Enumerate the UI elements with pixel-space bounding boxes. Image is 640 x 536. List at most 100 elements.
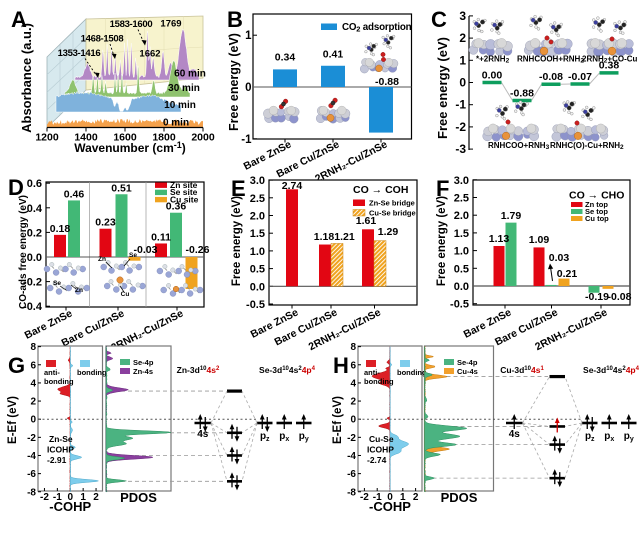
svg-text:Cu-Se: Cu-Se	[369, 434, 394, 444]
svg-text:CO2 adsorption: CO2 adsorption	[342, 22, 412, 34]
svg-text:-0.26: -0.26	[186, 244, 210, 256]
svg-text:Se: Se	[129, 252, 137, 259]
svg-text:E-Ef (eV): E-Ef (eV)	[7, 396, 19, 444]
svg-text:bonding: bonding	[397, 368, 427, 377]
svg-text:0.0: 0.0	[454, 281, 469, 293]
svg-text:-4: -4	[347, 451, 356, 462]
svg-text:6: 6	[350, 360, 356, 371]
svg-text:1769: 1769	[160, 19, 181, 30]
svg-text:PDOS: PDOS	[120, 490, 157, 505]
svg-text:0: 0	[245, 82, 251, 94]
svg-text:-2: -2	[360, 492, 369, 503]
svg-text:Se-4p: Se-4p	[457, 358, 478, 367]
svg-text:0.41: 0.41	[323, 49, 344, 61]
svg-text:0.11: 0.11	[151, 231, 171, 243]
svg-text:-2: -2	[347, 433, 356, 444]
svg-text:2.0: 2.0	[454, 210, 469, 222]
svg-text:2000: 2000	[191, 132, 215, 144]
svg-text:bonding: bonding	[44, 377, 74, 386]
svg-text:4: 4	[30, 378, 36, 389]
svg-text:0.0: 0.0	[250, 281, 265, 293]
svg-text:0.51: 0.51	[111, 182, 132, 194]
svg-text:10 min: 10 min	[164, 100, 196, 111]
svg-text:6: 6	[30, 360, 36, 371]
svg-text:Cu-Se bridge: Cu-Se bridge	[369, 209, 416, 218]
svg-text:Zn-4s: Zn-4s	[133, 367, 153, 376]
svg-text:-0.5: -0.5	[450, 299, 469, 311]
svg-text:-6: -6	[347, 469, 356, 480]
svg-text:0: 0	[350, 415, 356, 426]
svg-text:-2.91: -2.91	[47, 455, 67, 465]
svg-text:Free energy (eV): Free energy (eV)	[436, 196, 448, 286]
svg-text:Cu-3d104s1: Cu-3d104s1	[500, 365, 544, 375]
svg-text:C: C	[431, 7, 447, 32]
svg-text:Cu top: Cu top	[585, 214, 609, 223]
svg-text:-3: -3	[455, 142, 466, 156]
svg-text:Se-4p: Se-4p	[133, 358, 154, 367]
svg-text:0.23: 0.23	[95, 217, 116, 229]
svg-text:1: 1	[459, 53, 466, 67]
svg-text:2.74: 2.74	[282, 180, 303, 192]
svg-text:RNHC(O)-Cu+RNH2: RNHC(O)-Cu+RNH2	[550, 141, 624, 151]
svg-text:Absorbance (a.u.): Absorbance (a.u.)	[19, 23, 34, 133]
svg-text:-0.4: -0.4	[23, 301, 43, 313]
svg-text:-0.88: -0.88	[510, 87, 534, 99]
svg-text:2.5: 2.5	[454, 193, 469, 205]
svg-text:2.5: 2.5	[250, 193, 265, 205]
svg-text:G: G	[8, 353, 25, 378]
svg-text:3: 3	[459, 9, 466, 23]
svg-text:2: 2	[413, 492, 419, 503]
svg-text:Free energy (eV): Free energy (eV)	[227, 33, 241, 131]
svg-text:1.79: 1.79	[501, 210, 522, 222]
svg-text:60 min: 60 min	[174, 69, 206, 80]
svg-text:0.03: 0.03	[549, 252, 570, 264]
svg-text:0.46: 0.46	[64, 188, 85, 200]
svg-text:-6: -6	[27, 469, 36, 480]
svg-text:2: 2	[93, 492, 99, 503]
svg-text:0.34: 0.34	[275, 52, 296, 64]
svg-text:0.0: 0.0	[27, 252, 42, 264]
svg-text:3.0: 3.0	[454, 175, 469, 187]
svg-text:-8: -8	[347, 487, 356, 498]
svg-text:Cu-4s: Cu-4s	[457, 367, 478, 376]
svg-text:Zn-Se: Zn-Se	[49, 434, 73, 444]
svg-text:8: 8	[30, 342, 36, 353]
svg-text:0 min: 0 min	[163, 118, 189, 129]
svg-text:1662: 1662	[139, 49, 160, 60]
svg-text:0.18: 0.18	[50, 223, 71, 235]
svg-text:1468-1508: 1468-1508	[81, 34, 124, 45]
svg-text:*+2RNH2: *+2RNH2	[476, 55, 510, 65]
svg-text:-2: -2	[40, 492, 49, 503]
svg-text:Zn-Se bridge: Zn-Se bridge	[369, 199, 415, 208]
svg-text:4: 4	[350, 378, 356, 389]
svg-text:-COHP: -COHP	[49, 499, 91, 514]
svg-text:-1: -1	[241, 134, 252, 146]
svg-text:0.5: 0.5	[250, 264, 265, 276]
svg-text:1.18: 1.18	[314, 231, 335, 243]
svg-text:E-Ef (eV): E-Ef (eV)	[332, 396, 344, 444]
svg-text:0.5: 0.5	[454, 263, 469, 275]
svg-text:-2.74: -2.74	[367, 455, 387, 465]
svg-text:-0.03: -0.03	[134, 244, 158, 256]
svg-text:1: 1	[245, 30, 252, 42]
svg-text:bonding: bonding	[77, 368, 107, 377]
svg-text:1.29: 1.29	[378, 226, 399, 238]
svg-text:-2: -2	[27, 433, 36, 444]
svg-text:Zn: Zn	[98, 256, 106, 263]
svg-text:2: 2	[459, 31, 466, 45]
svg-text:-0.88: -0.88	[375, 76, 399, 88]
svg-text:H: H	[333, 353, 349, 378]
svg-text:Wavenumber (cm-1): Wavenumber (cm-1)	[74, 140, 186, 155]
svg-text:30 min: 30 min	[168, 83, 200, 94]
svg-text:ICOHP: ICOHP	[367, 445, 394, 455]
svg-text:0.6: 0.6	[27, 178, 42, 190]
svg-text:-2: -2	[455, 120, 466, 134]
svg-text:-0.19: -0.19	[585, 291, 609, 303]
svg-text:2.0: 2.0	[250, 211, 265, 223]
svg-text:PDOS: PDOS	[441, 490, 478, 505]
svg-text:RNHCOO+RNH3: RNHCOO+RNH3	[488, 141, 550, 151]
svg-text:ICOHP: ICOHP	[47, 445, 74, 455]
svg-text:1.13: 1.13	[489, 233, 510, 245]
svg-text:0: 0	[30, 415, 36, 426]
svg-text:Zn-3d104s2: Zn-3d104s2	[177, 365, 220, 375]
